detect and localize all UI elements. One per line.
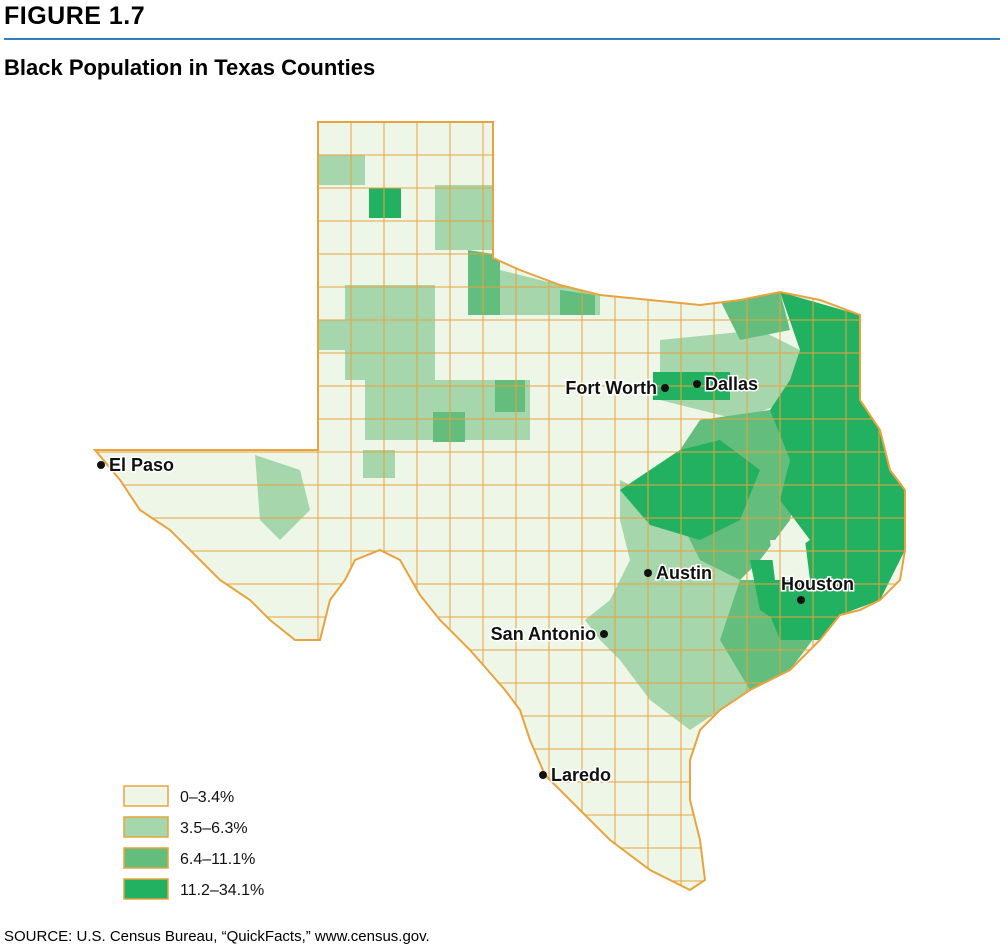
county-group <box>363 450 395 478</box>
legend-label: 11.2–34.1% <box>180 882 264 899</box>
county-group <box>495 380 525 412</box>
county-group <box>468 250 500 315</box>
state-outline <box>92 121 906 892</box>
county-group <box>585 480 780 730</box>
legend: 0–3.4% 3.5–6.3% 6.4–11.1% 11.2–34.1% <box>123 785 264 900</box>
legend-swatch <box>123 816 169 838</box>
county-group <box>620 440 760 540</box>
county-group <box>255 455 310 540</box>
header-rule <box>4 38 1000 40</box>
city-dot <box>644 569 652 577</box>
city-dot <box>797 596 805 604</box>
city-label: Fort Worth <box>565 378 657 398</box>
legend-swatch <box>123 785 169 807</box>
figure-label: FIGURE 1.7 <box>4 2 146 30</box>
county-group <box>318 155 365 185</box>
legend-label: 3.5–6.3% <box>180 820 248 837</box>
legend-label: 6.4–11.1% <box>180 851 255 868</box>
city-dot <box>539 771 547 779</box>
county-group <box>560 290 595 315</box>
map: El Paso Fort Worth Dallas Austin Houston San … <box>92 121 906 900</box>
city-label: Dallas <box>705 374 758 394</box>
city-label: Houston <box>781 574 854 594</box>
county-group <box>435 185 495 250</box>
county-group <box>365 380 530 440</box>
county-group <box>318 320 345 350</box>
map-title: Black Population in Texas Counties <box>4 55 376 80</box>
county-group <box>345 285 435 380</box>
county-group <box>433 412 465 442</box>
city-label: Laredo <box>551 765 611 785</box>
city-label: San Antonio <box>491 624 596 644</box>
county-group <box>720 292 790 340</box>
city-labels: El Paso Fort Worth Dallas Austin Houston San … <box>97 373 855 787</box>
city-dot <box>600 630 608 638</box>
county-group <box>369 188 401 218</box>
source-note: SOURCE: U.S. Census Bureau, “QuickFacts,… <box>4 928 430 945</box>
city-dot <box>693 380 701 388</box>
legend-swatch <box>123 847 169 869</box>
city-dot <box>661 384 669 392</box>
legend-label: 0–3.4% <box>180 789 234 806</box>
city-dot <box>97 461 105 469</box>
city-label: El Paso <box>109 455 174 475</box>
legend-swatch <box>123 878 169 900</box>
city-label: Austin <box>656 563 712 583</box>
